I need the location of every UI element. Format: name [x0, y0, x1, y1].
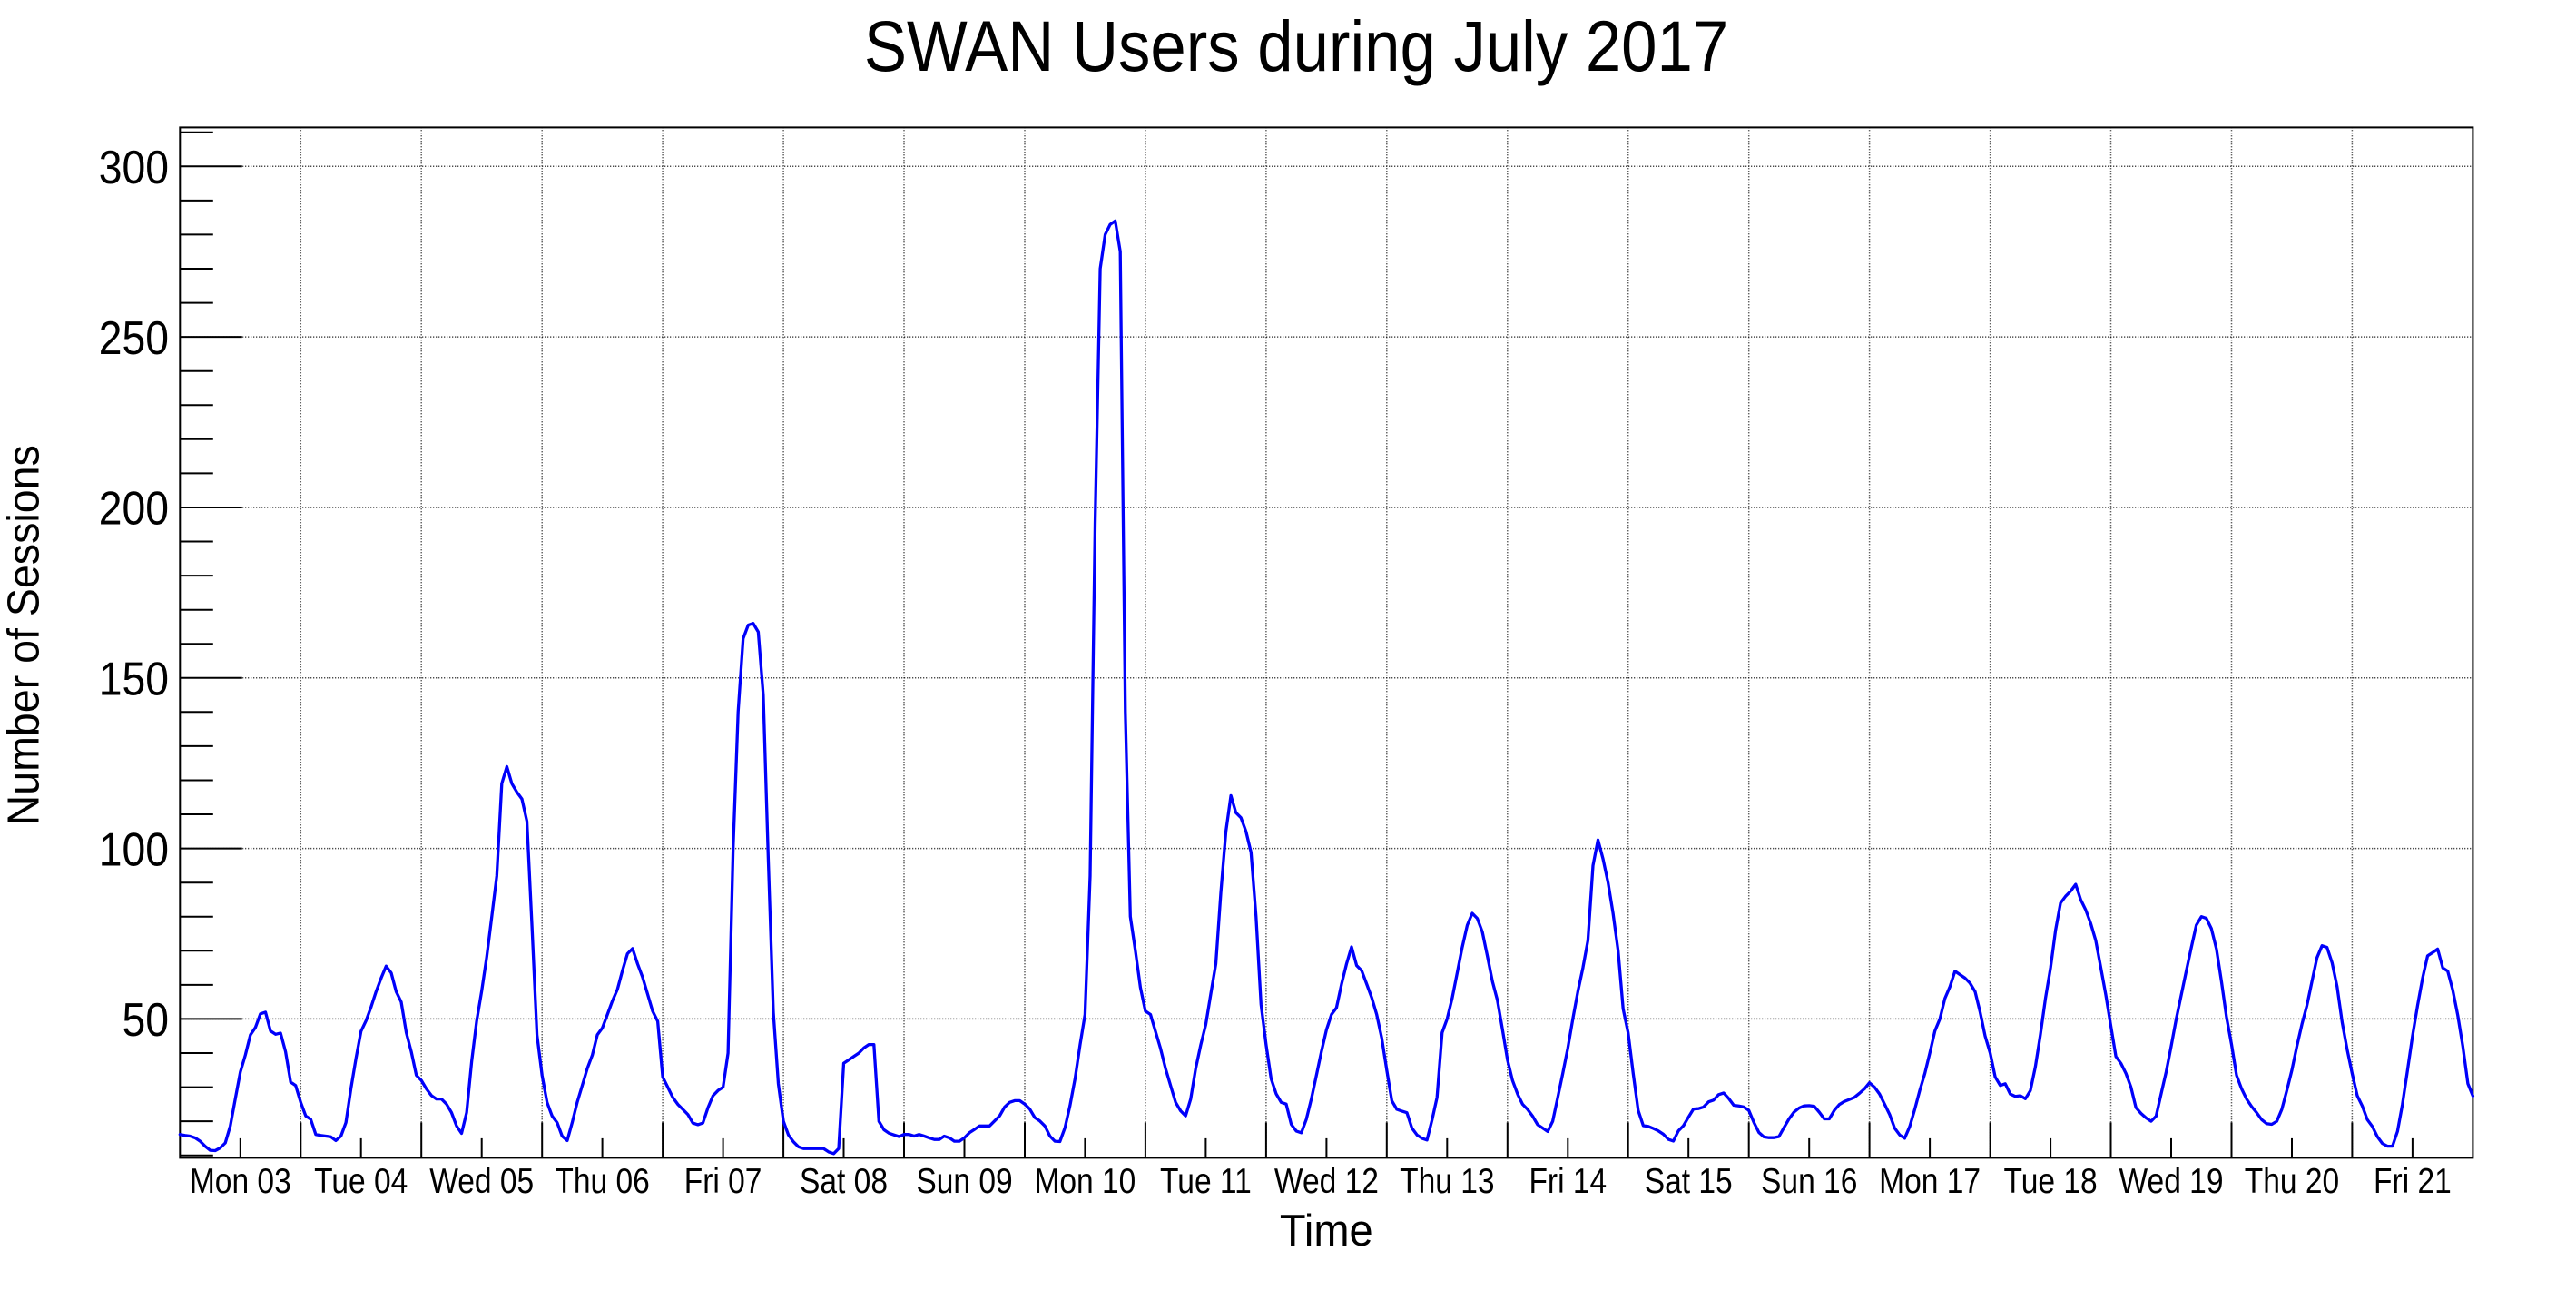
svg-text:Thu 06: Thu 06 [555, 1162, 649, 1201]
svg-text:200: 200 [99, 483, 169, 536]
svg-text:Thu 20: Thu 20 [2245, 1162, 2339, 1201]
svg-text:Tue 04: Tue 04 [314, 1162, 408, 1201]
svg-text:Thu 13: Thu 13 [1400, 1162, 1494, 1201]
svg-text:SWAN Users during July 2017: SWAN Users during July 2017 [864, 5, 1728, 86]
svg-text:Fri 14: Fri 14 [1529, 1162, 1607, 1201]
svg-text:Wed 12: Wed 12 [1274, 1162, 1379, 1201]
svg-text:50: 50 [123, 994, 170, 1047]
svg-text:Mon 17: Mon 17 [1879, 1162, 1981, 1201]
svg-text:100: 100 [99, 823, 169, 876]
svg-text:Wed 19: Wed 19 [2119, 1162, 2224, 1201]
svg-text:250: 250 [99, 312, 169, 365]
svg-text:Mon 10: Mon 10 [1034, 1162, 1136, 1201]
svg-text:Sat 08: Sat 08 [800, 1162, 888, 1201]
svg-text:Fri 07: Fri 07 [684, 1162, 762, 1201]
svg-text:Sun 09: Sun 09 [916, 1162, 1012, 1201]
svg-text:Fri 21: Fri 21 [2374, 1162, 2452, 1201]
svg-text:Tue 11: Tue 11 [1160, 1162, 1252, 1201]
svg-text:Mon 03: Mon 03 [190, 1162, 291, 1201]
svg-text:300: 300 [99, 142, 169, 194]
svg-text:Time: Time [1280, 1206, 1373, 1256]
svg-text:150: 150 [99, 653, 169, 705]
svg-text:Number of Sessions: Number of Sessions [0, 445, 49, 825]
svg-text:Sun 16: Sun 16 [1761, 1162, 1857, 1201]
svg-text:Sat 15: Sat 15 [1645, 1162, 1733, 1201]
svg-text:Tue 18: Tue 18 [2004, 1162, 2098, 1201]
svg-text:Wed 05: Wed 05 [429, 1162, 534, 1201]
